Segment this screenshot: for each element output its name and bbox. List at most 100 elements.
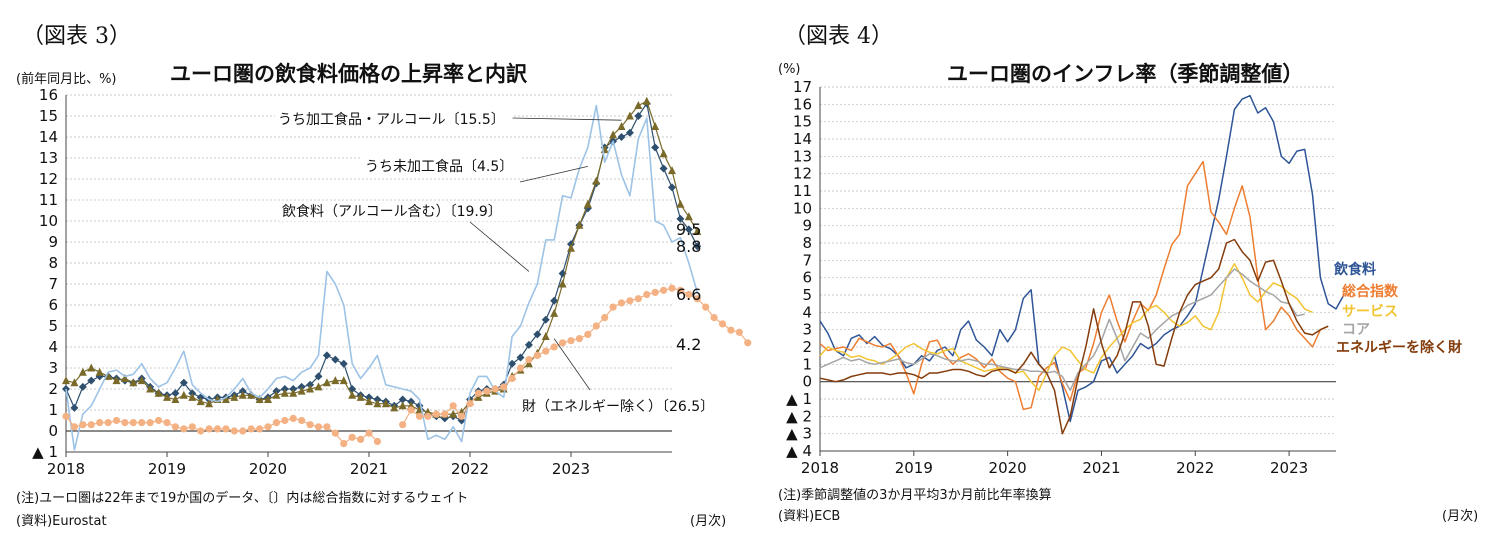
data-point xyxy=(365,429,373,437)
y-tick-label: 7 xyxy=(802,251,812,269)
data-point xyxy=(112,376,121,385)
data-point xyxy=(399,421,407,429)
data-point xyxy=(710,314,718,322)
data-point xyxy=(584,330,592,338)
x-tick-label: 2018 xyxy=(801,459,839,477)
y-tick-label: 5 xyxy=(48,317,58,335)
figure-4-x-unit: (月次) xyxy=(1442,509,1479,524)
data-point xyxy=(516,353,525,362)
data-point xyxy=(104,419,112,427)
end-value-label: 9.5 xyxy=(676,220,701,239)
data-point xyxy=(138,419,146,427)
data-point xyxy=(87,376,96,385)
data-point xyxy=(550,296,559,305)
annotation-bg xyxy=(275,109,513,129)
series-line-2 xyxy=(65,100,698,415)
y-tick-label: 11 xyxy=(39,191,58,209)
data-point xyxy=(676,214,685,223)
data-point xyxy=(718,320,727,328)
data-point xyxy=(129,419,137,427)
annotation-label: 財（エネルギー除く）〔26.5〕 xyxy=(522,399,714,415)
annotation-leader xyxy=(511,117,622,121)
data-point xyxy=(684,212,693,221)
data-point xyxy=(592,176,601,185)
data-point xyxy=(373,437,382,446)
data-point xyxy=(390,403,399,412)
data-point xyxy=(247,425,255,433)
data-point xyxy=(331,429,339,437)
y-tick-label: 1 xyxy=(802,355,812,373)
data-point xyxy=(583,199,592,208)
y-tick-label: 4 xyxy=(802,303,812,321)
data-point xyxy=(272,419,281,427)
end-value-label: 4.2 xyxy=(676,335,701,354)
data-point xyxy=(87,363,96,372)
figure-4-y-unit: (%) xyxy=(778,62,801,77)
data-point xyxy=(702,303,710,311)
data-point xyxy=(197,427,205,435)
data-point xyxy=(684,225,693,234)
data-point xyxy=(188,423,196,431)
data-point xyxy=(331,376,340,385)
figure-3-title: ユーロ圏の飲食料価格の上昇率と内訳 xyxy=(170,62,527,86)
x-tick-label: 2018 xyxy=(47,460,85,478)
data-point xyxy=(609,130,618,139)
data-point xyxy=(205,425,213,433)
data-point xyxy=(356,392,365,401)
data-point xyxy=(659,149,668,158)
data-point xyxy=(221,395,230,403)
data-point xyxy=(642,96,651,105)
y-tick-label: 10 xyxy=(39,212,58,230)
data-point xyxy=(205,399,214,408)
data-point xyxy=(62,376,70,385)
y-tick-label: 11 xyxy=(793,182,812,200)
data-point xyxy=(331,355,340,364)
data-point xyxy=(255,395,264,403)
data-point xyxy=(196,397,205,406)
data-point xyxy=(96,419,104,427)
data-point xyxy=(676,286,685,294)
legend-label: サービス xyxy=(1342,304,1398,320)
data-point xyxy=(298,416,306,425)
y-tick-label: ▲ 4 xyxy=(786,442,812,460)
x-tick-label: 2023 xyxy=(1270,459,1308,477)
y-tick-label: 17 xyxy=(793,78,812,96)
data-point xyxy=(339,359,348,368)
data-point xyxy=(146,384,155,393)
data-point xyxy=(601,314,609,322)
data-point xyxy=(617,299,626,307)
data-point xyxy=(626,297,634,305)
y-tick-label: ▲ 1 xyxy=(32,443,58,461)
y-tick-label: 13 xyxy=(39,149,58,167)
data-point xyxy=(70,423,79,431)
y-tick-label: 9 xyxy=(802,217,812,235)
data-point xyxy=(550,308,559,317)
data-point xyxy=(365,397,373,406)
y-tick-label: 14 xyxy=(793,130,812,148)
data-point xyxy=(247,390,256,399)
data-point xyxy=(432,410,440,418)
data-point xyxy=(323,423,331,431)
y-tick-label: 2 xyxy=(802,338,812,356)
annotation-bg xyxy=(519,396,731,416)
legend-label: 飲食料 xyxy=(1333,261,1376,278)
data-point xyxy=(533,351,541,359)
annotation-leader xyxy=(519,166,588,183)
data-point xyxy=(171,389,180,398)
data-point xyxy=(230,392,239,401)
data-point xyxy=(500,383,508,391)
figure-3-x-unit: (月次) xyxy=(690,514,727,529)
data-point xyxy=(306,421,314,429)
y-tick-label: 5 xyxy=(802,286,812,304)
y-tick-label: 1 xyxy=(48,401,58,419)
data-point xyxy=(466,400,474,408)
data-point xyxy=(112,416,121,425)
annotation-label: 飲食料（アルコール含む）〔19.9〕 xyxy=(282,203,502,220)
data-point xyxy=(79,421,87,429)
x-tick-label: 2022 xyxy=(451,460,489,478)
data-point xyxy=(449,409,458,418)
data-point xyxy=(348,390,357,399)
data-point xyxy=(340,440,348,448)
figure-3-label: （図表 3） xyxy=(22,24,131,49)
data-point xyxy=(524,359,533,368)
